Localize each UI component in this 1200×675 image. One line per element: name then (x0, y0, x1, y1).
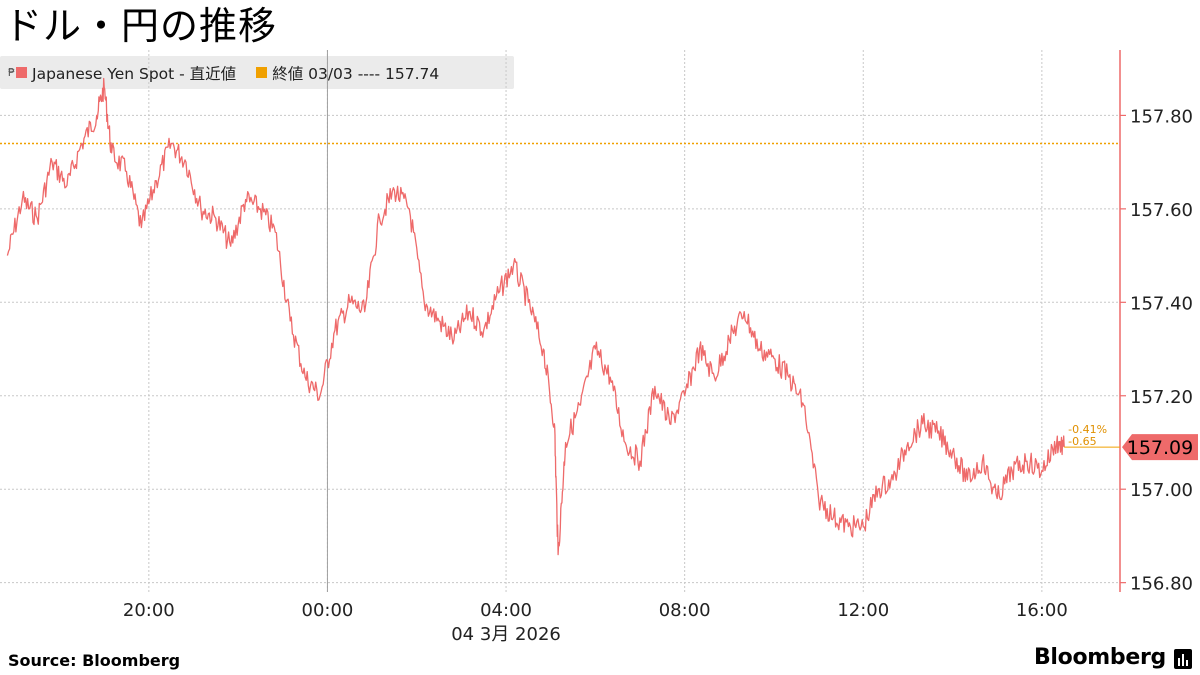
source-note: Source: Bloomberg (8, 651, 181, 670)
legend: ₱ Japanese Yen Spot - 直近値 終値 03/03 ---- … (0, 56, 514, 89)
series-path (6, 77, 1065, 556)
bloomberg-terminal-icon (1174, 649, 1192, 669)
pct-change-label: -0.41% (1068, 423, 1107, 436)
y-tick-label: 157.00 (1130, 480, 1193, 501)
x-tick-label: 12:00 (837, 600, 889, 621)
brand-logo: Bloomberg (1033, 645, 1166, 670)
series-swatch (16, 67, 27, 78)
legend-close-label: 終値 03/03 ---- 157.74 (272, 64, 440, 83)
last-value-label: 157.09 (1127, 437, 1193, 459)
abs-change-label: -0.65 (1068, 435, 1096, 448)
y-tick-label: 157.80 (1130, 106, 1193, 127)
x-tick-label: 20:00 (123, 600, 175, 621)
y-axis: 156.80 157.00 157.20 157.40 157.60 157.80 (1120, 106, 1193, 595)
legend-item-close[interactable]: 終値 03/03 ---- 157.74 (256, 62, 439, 84)
last-value-badge (1122, 434, 1198, 461)
date-label: 04 3月 2026 (451, 624, 561, 645)
pin-icon[interactable]: ₱ (8, 66, 15, 79)
x-tick-label: 16:00 (1016, 600, 1068, 621)
y-tick-label: 157.60 (1130, 200, 1193, 221)
grid (0, 50, 1120, 592)
legend-item-series[interactable]: ₱ Japanese Yen Spot - 直近値 (0, 62, 236, 84)
chart-title: ドル・円の推移 (4, 4, 278, 48)
y-tick-label: 157.40 (1130, 293, 1193, 314)
annotations: -0.41%-0.65 157.09 (1064, 423, 1198, 461)
y-tick-label: 156.80 (1130, 574, 1193, 595)
x-tick-label: 08:00 (659, 600, 711, 621)
close-swatch (256, 67, 268, 78)
x-tick-label: 04:00 (480, 600, 532, 621)
x-tick-label: 00:00 (302, 600, 354, 621)
legend-series-label: Japanese Yen Spot - 直近値 (32, 64, 237, 83)
series-line (6, 77, 1065, 556)
y-tick-label: 157.20 (1130, 387, 1193, 408)
x-axis: 20:00 00:00 04:00 08:00 12:00 16:00 04 3月 2026 (123, 600, 1068, 645)
